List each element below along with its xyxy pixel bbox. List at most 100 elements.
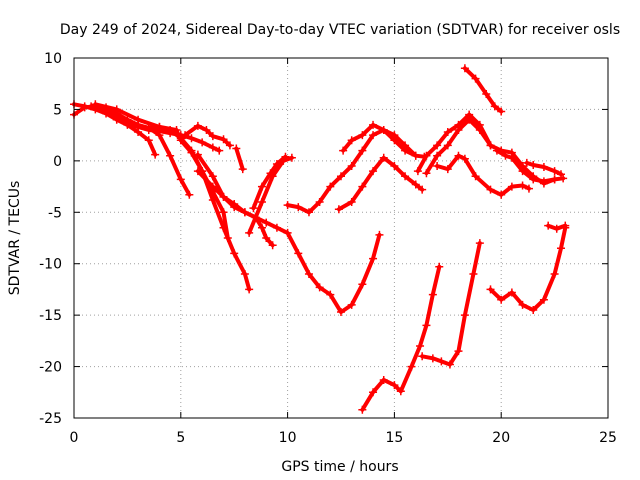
data-point: [176, 134, 185, 143]
series-line: [183, 123, 232, 148]
data-point: [219, 135, 228, 144]
data-point: [435, 262, 444, 271]
data-point: [475, 239, 484, 248]
data-point: [358, 405, 367, 414]
x-tick-label: 20: [492, 430, 510, 446]
data-point: [208, 132, 217, 141]
data-point: [358, 131, 367, 140]
data-point: [418, 185, 427, 194]
data-point: [257, 198, 266, 206]
data-point: [486, 285, 495, 294]
data-point: [561, 221, 570, 230]
data-point: [539, 163, 548, 172]
y-tick-label: -15: [39, 308, 62, 324]
data-point: [166, 151, 175, 160]
data-point: [315, 198, 324, 206]
data-point: [524, 184, 533, 193]
series-arc-13: [334, 153, 427, 214]
y-tick-label: -20: [39, 360, 62, 376]
data-point: [401, 172, 410, 181]
x-tick-label: 10: [279, 430, 297, 446]
data-point: [193, 150, 202, 159]
data-point: [401, 146, 410, 155]
data-point: [375, 230, 384, 239]
data-point: [279, 156, 288, 165]
data-point: [475, 126, 484, 134]
data-series: [70, 64, 570, 414]
series-arc-24: [544, 221, 570, 233]
data-point: [454, 151, 463, 160]
data-point: [112, 105, 121, 114]
data-point: [155, 131, 164, 140]
data-point: [219, 208, 228, 217]
data-point: [123, 115, 132, 124]
data-point: [240, 270, 249, 278]
data-point: [257, 182, 266, 191]
data-point: [507, 153, 516, 162]
series-arc-20: [522, 158, 566, 179]
data-point: [294, 249, 303, 258]
series-arc-23: [486, 223, 570, 314]
data-point: [413, 167, 422, 176]
data-point: [552, 224, 561, 233]
data-point: [445, 360, 454, 369]
data-point: [347, 300, 356, 309]
data-point: [326, 290, 335, 299]
data-point: [257, 223, 266, 232]
data-point: [539, 295, 548, 304]
series-arc-9: [193, 167, 384, 317]
data-point: [486, 185, 495, 194]
series-arc-11: [245, 153, 296, 237]
data-point: [428, 354, 437, 363]
series-line: [234, 146, 245, 172]
data-point: [287, 153, 296, 162]
series-arc-17: [433, 151, 533, 199]
series-arc-16: [422, 115, 495, 178]
data-point: [91, 100, 100, 109]
data-point: [522, 158, 531, 167]
data-point: [557, 170, 566, 179]
data-point: [358, 146, 367, 155]
series-line: [360, 264, 442, 412]
data-point: [272, 223, 281, 232]
data-point: [249, 204, 258, 213]
data-point: [198, 138, 207, 147]
data-point: [238, 165, 247, 174]
data-point: [422, 169, 431, 178]
data-point: [422, 321, 431, 330]
data-point: [215, 146, 224, 155]
series-arc-15: [413, 110, 559, 188]
data-point: [294, 203, 303, 212]
data-point: [486, 141, 495, 150]
x-tick-label: 5: [176, 430, 185, 446]
data-point: [443, 141, 452, 150]
data-point: [358, 280, 367, 289]
series-arc-18: [460, 64, 506, 116]
series-line: [435, 153, 531, 197]
data-point: [460, 64, 469, 73]
data-point: [418, 352, 427, 361]
data-point: [497, 295, 506, 304]
data-point: [223, 234, 232, 242]
y-tick-label: -5: [48, 205, 62, 221]
data-point: [433, 151, 442, 160]
series-line: [462, 66, 504, 114]
data-point: [208, 182, 217, 191]
y-tick-label: 5: [53, 102, 62, 118]
data-point: [232, 144, 241, 153]
data-point: [87, 102, 96, 111]
data-point: [396, 387, 405, 396]
y-tick-label: -10: [39, 257, 62, 273]
x-tick-label: 0: [70, 430, 79, 446]
data-point: [144, 123, 153, 132]
data-point: [326, 182, 335, 191]
data-point: [268, 172, 277, 181]
data-point: [497, 107, 506, 116]
data-point: [369, 131, 378, 140]
y-tick-label: -25: [39, 411, 62, 427]
data-point: [379, 126, 388, 134]
data-point: [490, 102, 499, 111]
series-arc-2: [70, 100, 160, 159]
data-point: [422, 151, 431, 160]
data-point: [437, 357, 446, 366]
